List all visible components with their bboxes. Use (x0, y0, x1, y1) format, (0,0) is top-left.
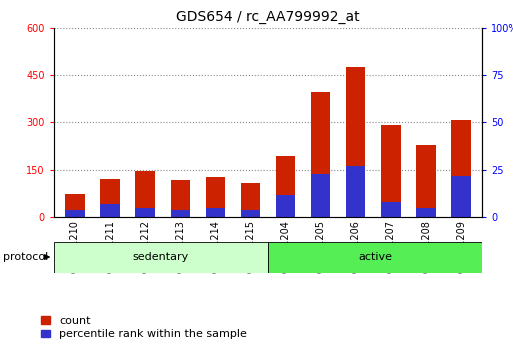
Bar (241, 183, 260, 217)
Text: sedentary: sedentary (133, 252, 189, 262)
Bar (346, 166, 365, 217)
Bar (381, 125, 401, 217)
Bar (135, 171, 155, 217)
Text: active: active (358, 252, 392, 262)
Bar (276, 195, 295, 217)
Bar (417, 208, 436, 217)
Bar (101, 179, 120, 217)
Bar (311, 92, 330, 217)
Bar (311, 174, 330, 217)
Bar (65, 210, 85, 217)
Bar (241, 210, 260, 217)
Bar (65, 194, 85, 217)
Bar (268, 241, 482, 273)
Bar (206, 208, 225, 217)
Bar (276, 156, 295, 217)
Bar (417, 145, 436, 217)
Bar (206, 177, 225, 217)
Text: protocol: protocol (3, 252, 48, 262)
Bar (451, 176, 471, 217)
Bar (451, 120, 471, 217)
Bar (54, 241, 268, 273)
Bar (171, 180, 190, 217)
Bar (171, 210, 190, 217)
Bar (346, 67, 365, 217)
Bar (101, 204, 120, 217)
Bar (381, 202, 401, 217)
Bar (135, 208, 155, 217)
Title: GDS654 / rc_AA799992_at: GDS654 / rc_AA799992_at (176, 10, 360, 24)
Legend: count, percentile rank within the sample: count, percentile rank within the sample (42, 316, 247, 339)
